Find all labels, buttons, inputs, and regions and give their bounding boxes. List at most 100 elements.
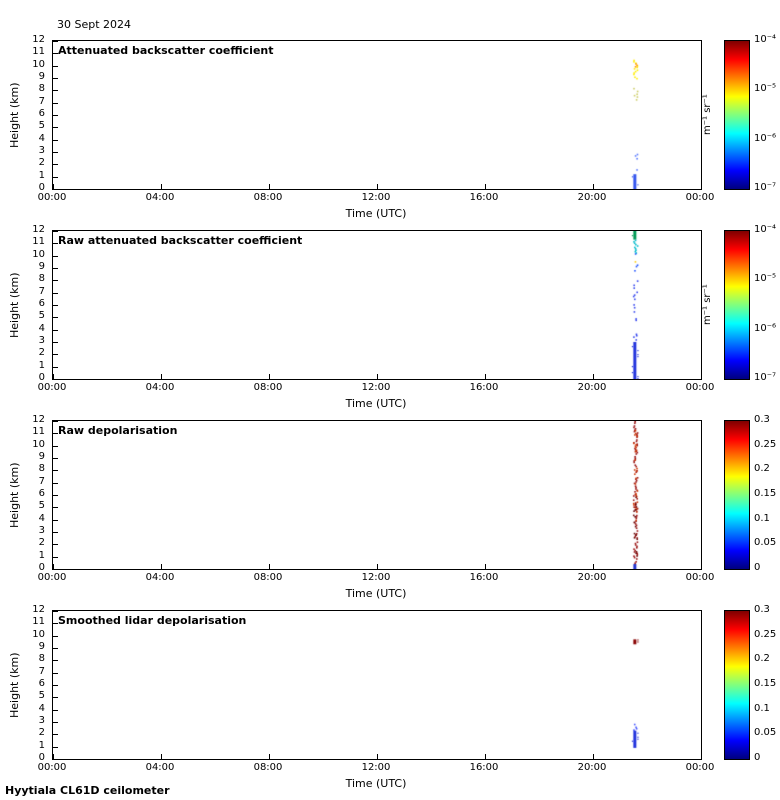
colorbar-unit-label: m⁻¹ sr⁻¹ xyxy=(702,284,713,326)
y-tick-mark xyxy=(53,746,58,748)
plot-area: Raw depolarisation xyxy=(52,420,702,570)
x-tick-label: 08:00 xyxy=(253,382,283,393)
colorbar-tick-label: 0.2 xyxy=(754,463,770,475)
colorbar-tick-labels: 0.3 0.25 0.2 0.15 0.1 0.05 0 xyxy=(754,414,780,573)
y-tick-mark xyxy=(53,722,58,723)
y-tick-mark xyxy=(53,445,58,447)
y-tick-label: 9 xyxy=(38,261,45,272)
y-tick-label: 4 xyxy=(38,512,45,524)
colorbar-tick-label: 10⁻⁷ xyxy=(754,182,777,193)
y-tick-mark xyxy=(53,53,58,55)
x-tick-mark xyxy=(593,564,594,569)
x-tick-label: 00:00 xyxy=(685,762,715,773)
x-tick-mark xyxy=(161,754,162,759)
y-tick-label: 1 xyxy=(38,739,45,751)
y-tick-mark xyxy=(53,672,58,674)
colorbar-unit-label: m⁻¹ sr⁻¹ xyxy=(702,94,713,136)
panel-title: Raw depolarisation xyxy=(58,424,178,437)
x-tick-mark xyxy=(377,374,378,379)
y-tick-mark xyxy=(53,366,58,368)
colorbar-tick-label: 0.3 xyxy=(754,604,770,615)
x-tick-label: 12:00 xyxy=(361,762,391,773)
y-tick-mark xyxy=(53,495,58,496)
colorbar-tick-label: 10⁻⁵ xyxy=(754,273,777,285)
x-axis-label: Time (UTC) xyxy=(345,587,407,600)
colorbar xyxy=(724,230,750,380)
y-tick-label: 8 xyxy=(38,273,45,285)
y-tick-label: 0 xyxy=(38,182,45,193)
y-tick-label: 2 xyxy=(38,727,45,739)
y-tick-mark xyxy=(53,482,58,484)
y-tick-mark xyxy=(53,379,58,380)
x-tick-label: 00:00 xyxy=(37,762,67,773)
y-tick-mark xyxy=(53,354,58,356)
y-tick-label: 8 xyxy=(38,83,45,95)
x-axis-label: Time (UTC) xyxy=(345,397,407,410)
y-tick-mark xyxy=(53,231,58,232)
y-tick-labels: 12 11 10 9 8 7 6 5 4 3 2 1 0 xyxy=(0,34,48,193)
x-tick-label: 16:00 xyxy=(469,572,499,583)
x-tick-label: 04:00 xyxy=(145,382,175,393)
x-tick-label: 20:00 xyxy=(577,382,607,393)
y-tick-label: 4 xyxy=(38,322,45,334)
y-tick-label: 9 xyxy=(38,641,45,652)
colorbar-tick-label: 10⁻⁷ xyxy=(754,372,777,383)
colorbar-tick-labels: 0.3 0.25 0.2 0.15 0.1 0.05 0 xyxy=(754,604,780,763)
y-tick-label: 7 xyxy=(38,665,45,677)
y-tick-mark xyxy=(53,65,58,67)
x-tick-mark xyxy=(53,184,54,189)
panel-raw-attenuated-backscatter: Raw attenuated backscatter coefficient H… xyxy=(0,224,780,420)
y-tick-label: 10 xyxy=(32,438,45,450)
x-tick-label: 04:00 xyxy=(145,192,175,203)
y-tick-mark xyxy=(53,329,58,331)
y-tick-mark xyxy=(53,292,58,294)
colorbar-tick-label: 0.25 xyxy=(754,438,777,450)
y-tick-label: 3 xyxy=(38,335,45,346)
colorbar-tick-label: 0.05 xyxy=(754,727,777,739)
x-tick-mark xyxy=(269,374,270,379)
y-tick-label: 0 xyxy=(38,372,45,383)
x-tick-labels: 00:00 04:00 08:00 12:00 16:00 20:00 00:00 xyxy=(0,572,780,585)
x-tick-label: 12:00 xyxy=(361,382,391,393)
heatmap-canvas xyxy=(53,231,701,379)
x-tick-label: 00:00 xyxy=(685,572,715,583)
y-tick-label: 5 xyxy=(38,120,45,132)
x-tick-mark xyxy=(485,564,486,569)
y-tick-label: 4 xyxy=(38,702,45,714)
y-tick-mark xyxy=(53,176,58,178)
instrument-label: Hyytiala CL61D ceilometer xyxy=(5,784,170,797)
y-tick-mark xyxy=(53,569,58,570)
y-tick-label: 3 xyxy=(38,525,45,536)
y-tick-mark xyxy=(53,255,58,257)
y-tick-label: 2 xyxy=(38,537,45,549)
y-tick-mark xyxy=(53,152,58,153)
y-tick-mark xyxy=(53,189,58,190)
y-tick-mark xyxy=(53,470,58,472)
y-tick-mark xyxy=(53,243,58,245)
y-tick-label: 8 xyxy=(38,653,45,665)
x-axis-label: Time (UTC) xyxy=(345,207,407,220)
y-tick-label: 10 xyxy=(32,58,45,70)
y-tick-label: 12 xyxy=(32,34,45,45)
x-tick-mark xyxy=(377,564,378,569)
y-tick-label: 7 xyxy=(38,285,45,297)
y-tick-mark xyxy=(53,623,58,625)
y-tick-label: 9 xyxy=(38,71,45,82)
colorbar-tick-label: 10⁻⁴ xyxy=(754,34,777,45)
x-tick-label: 08:00 xyxy=(253,572,283,583)
x-tick-mark xyxy=(269,564,270,569)
x-tick-mark xyxy=(485,754,486,759)
x-tick-label: 12:00 xyxy=(361,572,391,583)
y-tick-label: 10 xyxy=(32,248,45,260)
y-tick-mark xyxy=(53,139,58,141)
x-tick-label: 20:00 xyxy=(577,762,607,773)
panel-title: Smoothed lidar depolarisation xyxy=(58,614,247,627)
y-tick-mark xyxy=(53,556,58,558)
x-axis-label: Time (UTC) xyxy=(345,777,407,790)
y-tick-mark xyxy=(53,421,58,422)
x-tick-label: 00:00 xyxy=(37,572,67,583)
y-tick-labels: 12 11 10 9 8 7 6 5 4 3 2 1 0 xyxy=(0,414,48,573)
x-tick-label: 00:00 xyxy=(685,382,715,393)
colorbar-tick-label: 0.15 xyxy=(754,678,777,689)
y-tick-mark xyxy=(53,342,58,343)
